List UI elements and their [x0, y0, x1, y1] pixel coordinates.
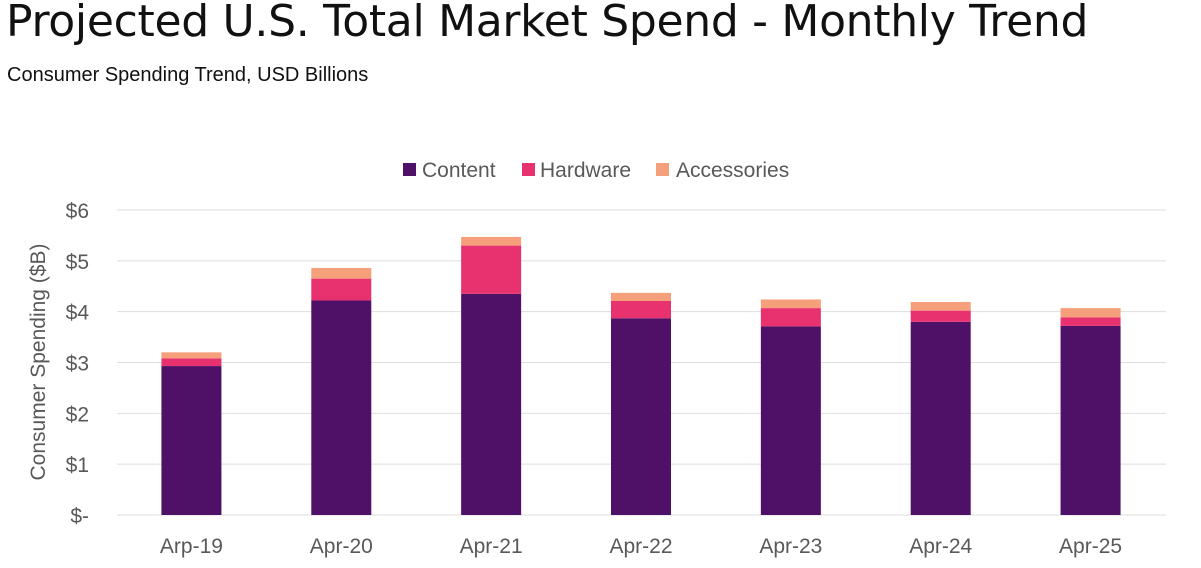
- bar-accessories-apr-23: [760, 299, 821, 309]
- chart-bars: [161, 236, 1121, 515]
- legend-swatch-accessories: [656, 163, 669, 176]
- x-axis-ticks: Arp-19 Apr-20 Apr-21 Apr-22 Apr-23 Apr-24 Apr-…: [160, 535, 1122, 558]
- legend-label-accessories: Accessories: [676, 159, 789, 182]
- x-tick-label: Apr-22: [609, 535, 672, 558]
- legend-swatch-content: [403, 163, 416, 176]
- chart-legend: Content Hardware Accessories: [403, 159, 789, 182]
- y-tick-label: $-: [70, 505, 89, 528]
- page-title: Projected U.S. Total Market Spend - Mont…: [6, 0, 1089, 47]
- bar-content-apr-23: [760, 326, 821, 515]
- legend-swatch-hardware: [522, 163, 535, 176]
- x-tick-label: Arp-19: [160, 535, 223, 558]
- bar-hardware-apr-22: [611, 300, 671, 319]
- x-tick-label: Apr-24: [909, 535, 972, 558]
- bar-hardware-apr-23: [760, 308, 821, 327]
- x-tick-label: Apr-21: [460, 535, 523, 558]
- bar-accessories-apr-20: [311, 267, 372, 279]
- bar-accessories-apr-21: [461, 236, 522, 246]
- bar-content-apr-24: [910, 321, 971, 515]
- x-tick-label: Apr-20: [310, 535, 373, 558]
- y-tick-label: $1: [66, 454, 89, 477]
- bar-content-apr-21: [461, 293, 522, 515]
- legend-label-content: Content: [422, 159, 496, 182]
- bar-hardware-apr-20: [311, 278, 372, 301]
- bar-content-apr-22: [611, 318, 671, 515]
- y-tick-label: $2: [66, 403, 89, 426]
- bar-hardware-apr-21: [461, 245, 522, 294]
- y-axis-label: Consumer Spending ($B): [27, 244, 50, 481]
- y-tick-label: $4: [66, 302, 90, 325]
- bar-accessories-apr-25: [1060, 308, 1121, 318]
- bar-content-apr-25: [1060, 325, 1121, 515]
- legend-label-hardware: Hardware: [540, 159, 631, 182]
- y-tick-label: $6: [66, 200, 89, 223]
- y-tick-label: $5: [66, 251, 89, 274]
- bar-content-arp-19: [161, 366, 222, 515]
- bar-hardware-apr-24: [910, 310, 971, 322]
- y-axis-ticks: $- $1 $2 $3 $4 $5 $6: [66, 200, 90, 528]
- bar-hardware-apr-25: [1060, 317, 1121, 326]
- x-tick-label: Apr-23: [759, 535, 822, 558]
- bar-content-apr-20: [311, 300, 372, 515]
- x-tick-label: Apr-25: [1059, 535, 1122, 558]
- bar-accessories-apr-24: [910, 302, 971, 311]
- page-subtitle: Consumer Spending Trend, USD Billions: [7, 64, 369, 86]
- bar-accessories-arp-19: [161, 352, 222, 359]
- bar-accessories-apr-22: [611, 292, 671, 301]
- y-tick-label: $3: [66, 353, 89, 376]
- bar-hardware-arp-19: [161, 358, 222, 367]
